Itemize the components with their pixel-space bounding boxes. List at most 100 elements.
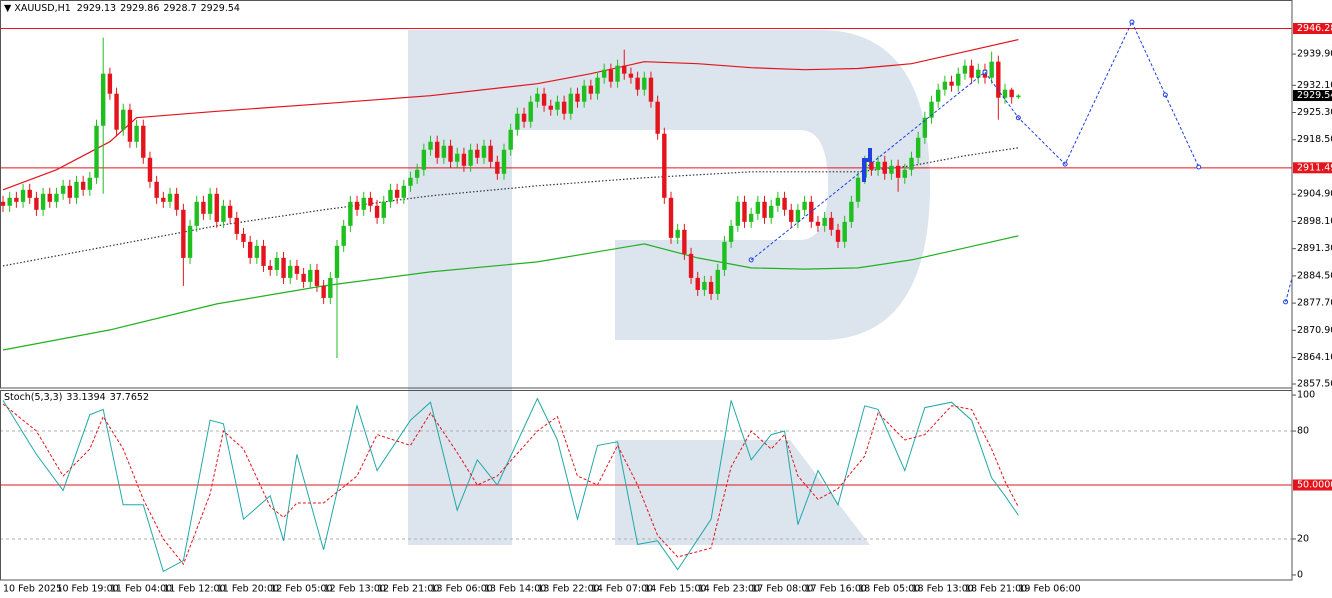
candle-body	[308, 269, 313, 282]
candle-body	[561, 101, 567, 114]
candle-body	[989, 61, 994, 78]
candle-body	[167, 193, 173, 202]
candle-body	[769, 205, 774, 218]
y-tick-label: 2884.50	[1297, 270, 1332, 281]
candle-body	[555, 101, 560, 110]
candle-body	[448, 145, 453, 162]
candle-body	[40, 193, 46, 210]
level-label-bg	[1293, 162, 1332, 174]
candle-body	[181, 209, 186, 258]
candle-body	[314, 269, 320, 286]
candle-body	[294, 265, 300, 274]
candle-body	[521, 113, 527, 122]
candle-body	[688, 253, 694, 278]
candle-body	[842, 221, 847, 242]
x-tick-label: 11 Feb 12:00	[163, 584, 225, 595]
candle-body	[956, 73, 961, 86]
candle-body	[468, 149, 473, 166]
level-label-text: 2911.49	[1297, 162, 1332, 173]
price-label-text: 2929.54	[1297, 90, 1332, 101]
candle-body	[368, 197, 373, 206]
forecast-line	[1285, 276, 1292, 303]
candle-body	[161, 197, 166, 202]
candle-body	[268, 265, 273, 270]
moving-average	[2, 39, 1019, 191]
candle-body	[748, 213, 754, 222]
watermark	[408, 30, 930, 545]
indicator-line	[2, 397, 1019, 573]
candle-body	[581, 85, 587, 102]
candle-body	[127, 109, 133, 142]
candle-body	[835, 229, 841, 242]
candle-body	[107, 73, 113, 94]
candle-body	[321, 285, 326, 298]
price-label: 2929.54	[1293, 90, 1332, 102]
indicator-line	[2, 403, 1019, 566]
candle-body	[615, 65, 620, 82]
candle-body	[154, 181, 159, 198]
candle-body	[742, 201, 747, 222]
x-tick-label: 14 Feb 15:00	[644, 584, 706, 595]
candle-body	[789, 209, 794, 222]
candle-body	[1009, 89, 1014, 98]
price-label-bg	[1293, 90, 1332, 102]
forecast-line-point	[1283, 299, 1289, 305]
indicator-header: Stoch(5,3,3) 33.1394 37.7652	[4, 392, 149, 403]
candle-body	[7, 197, 12, 206]
level-label-bg	[1293, 23, 1332, 35]
candle-body	[936, 89, 941, 102]
y-tick-label: 2939.90	[1297, 49, 1332, 60]
candle-body	[174, 193, 179, 210]
candle-body	[207, 193, 213, 214]
candle-body	[94, 125, 99, 178]
candle-body	[241, 233, 246, 242]
candle-body	[214, 193, 219, 222]
high-value: 2929.86	[120, 3, 159, 14]
header-arrow: ▼	[4, 3, 14, 14]
candle-body	[802, 201, 807, 210]
candle-body	[194, 201, 199, 226]
level-label: 2946.28	[1293, 23, 1332, 35]
candle-body	[428, 141, 433, 150]
indicator-y-tick-label: 0	[1297, 569, 1303, 580]
x-tick-label: 12 Feb 21:00	[377, 584, 439, 595]
candle-body	[976, 69, 981, 78]
candle-body	[388, 189, 393, 202]
chart-header: ▼ XAUUSD,H1 2929.13 2929.86 2928.7 2929.54	[4, 3, 240, 14]
x-tick-label: 10 Feb 2025	[3, 584, 62, 595]
forecast-line-point	[1129, 19, 1135, 25]
candle-body	[414, 169, 420, 178]
level-label: 2911.49	[1293, 162, 1332, 174]
watermark-bowl	[512, 30, 930, 340]
candle-body	[869, 161, 874, 170]
candle-body	[682, 229, 687, 254]
candle-body	[622, 65, 627, 74]
candle-body	[829, 217, 834, 230]
candle-body	[187, 225, 193, 258]
watermark-leg	[615, 440, 870, 545]
candle-body	[495, 161, 500, 174]
candle-body	[675, 229, 680, 238]
indicator-pane	[0, 397, 1292, 573]
candle-body	[515, 113, 520, 130]
candle-body	[247, 241, 253, 258]
candle-body	[301, 273, 306, 282]
watermark-stem	[408, 30, 512, 545]
candle-body	[288, 265, 293, 278]
candle-body	[67, 185, 72, 198]
x-tick-label: 13 Feb 14:00	[484, 584, 546, 595]
x-tick-label: 17 Feb 16:00	[805, 584, 867, 595]
candle-body	[929, 101, 934, 118]
x-tick-label: 13 Feb 22:00	[537, 584, 599, 595]
candle-body	[735, 201, 740, 226]
candle-body	[14, 197, 19, 202]
candle-body	[121, 109, 126, 130]
candle-body	[394, 189, 400, 198]
x-tick-label: 12 Feb 13:00	[324, 584, 386, 595]
moving-average	[2, 235, 1019, 351]
x-tick-label: 12 Feb 05:00	[270, 584, 332, 595]
x-tick-label: 18 Feb 21:00	[965, 584, 1027, 595]
candle-body	[635, 77, 640, 90]
